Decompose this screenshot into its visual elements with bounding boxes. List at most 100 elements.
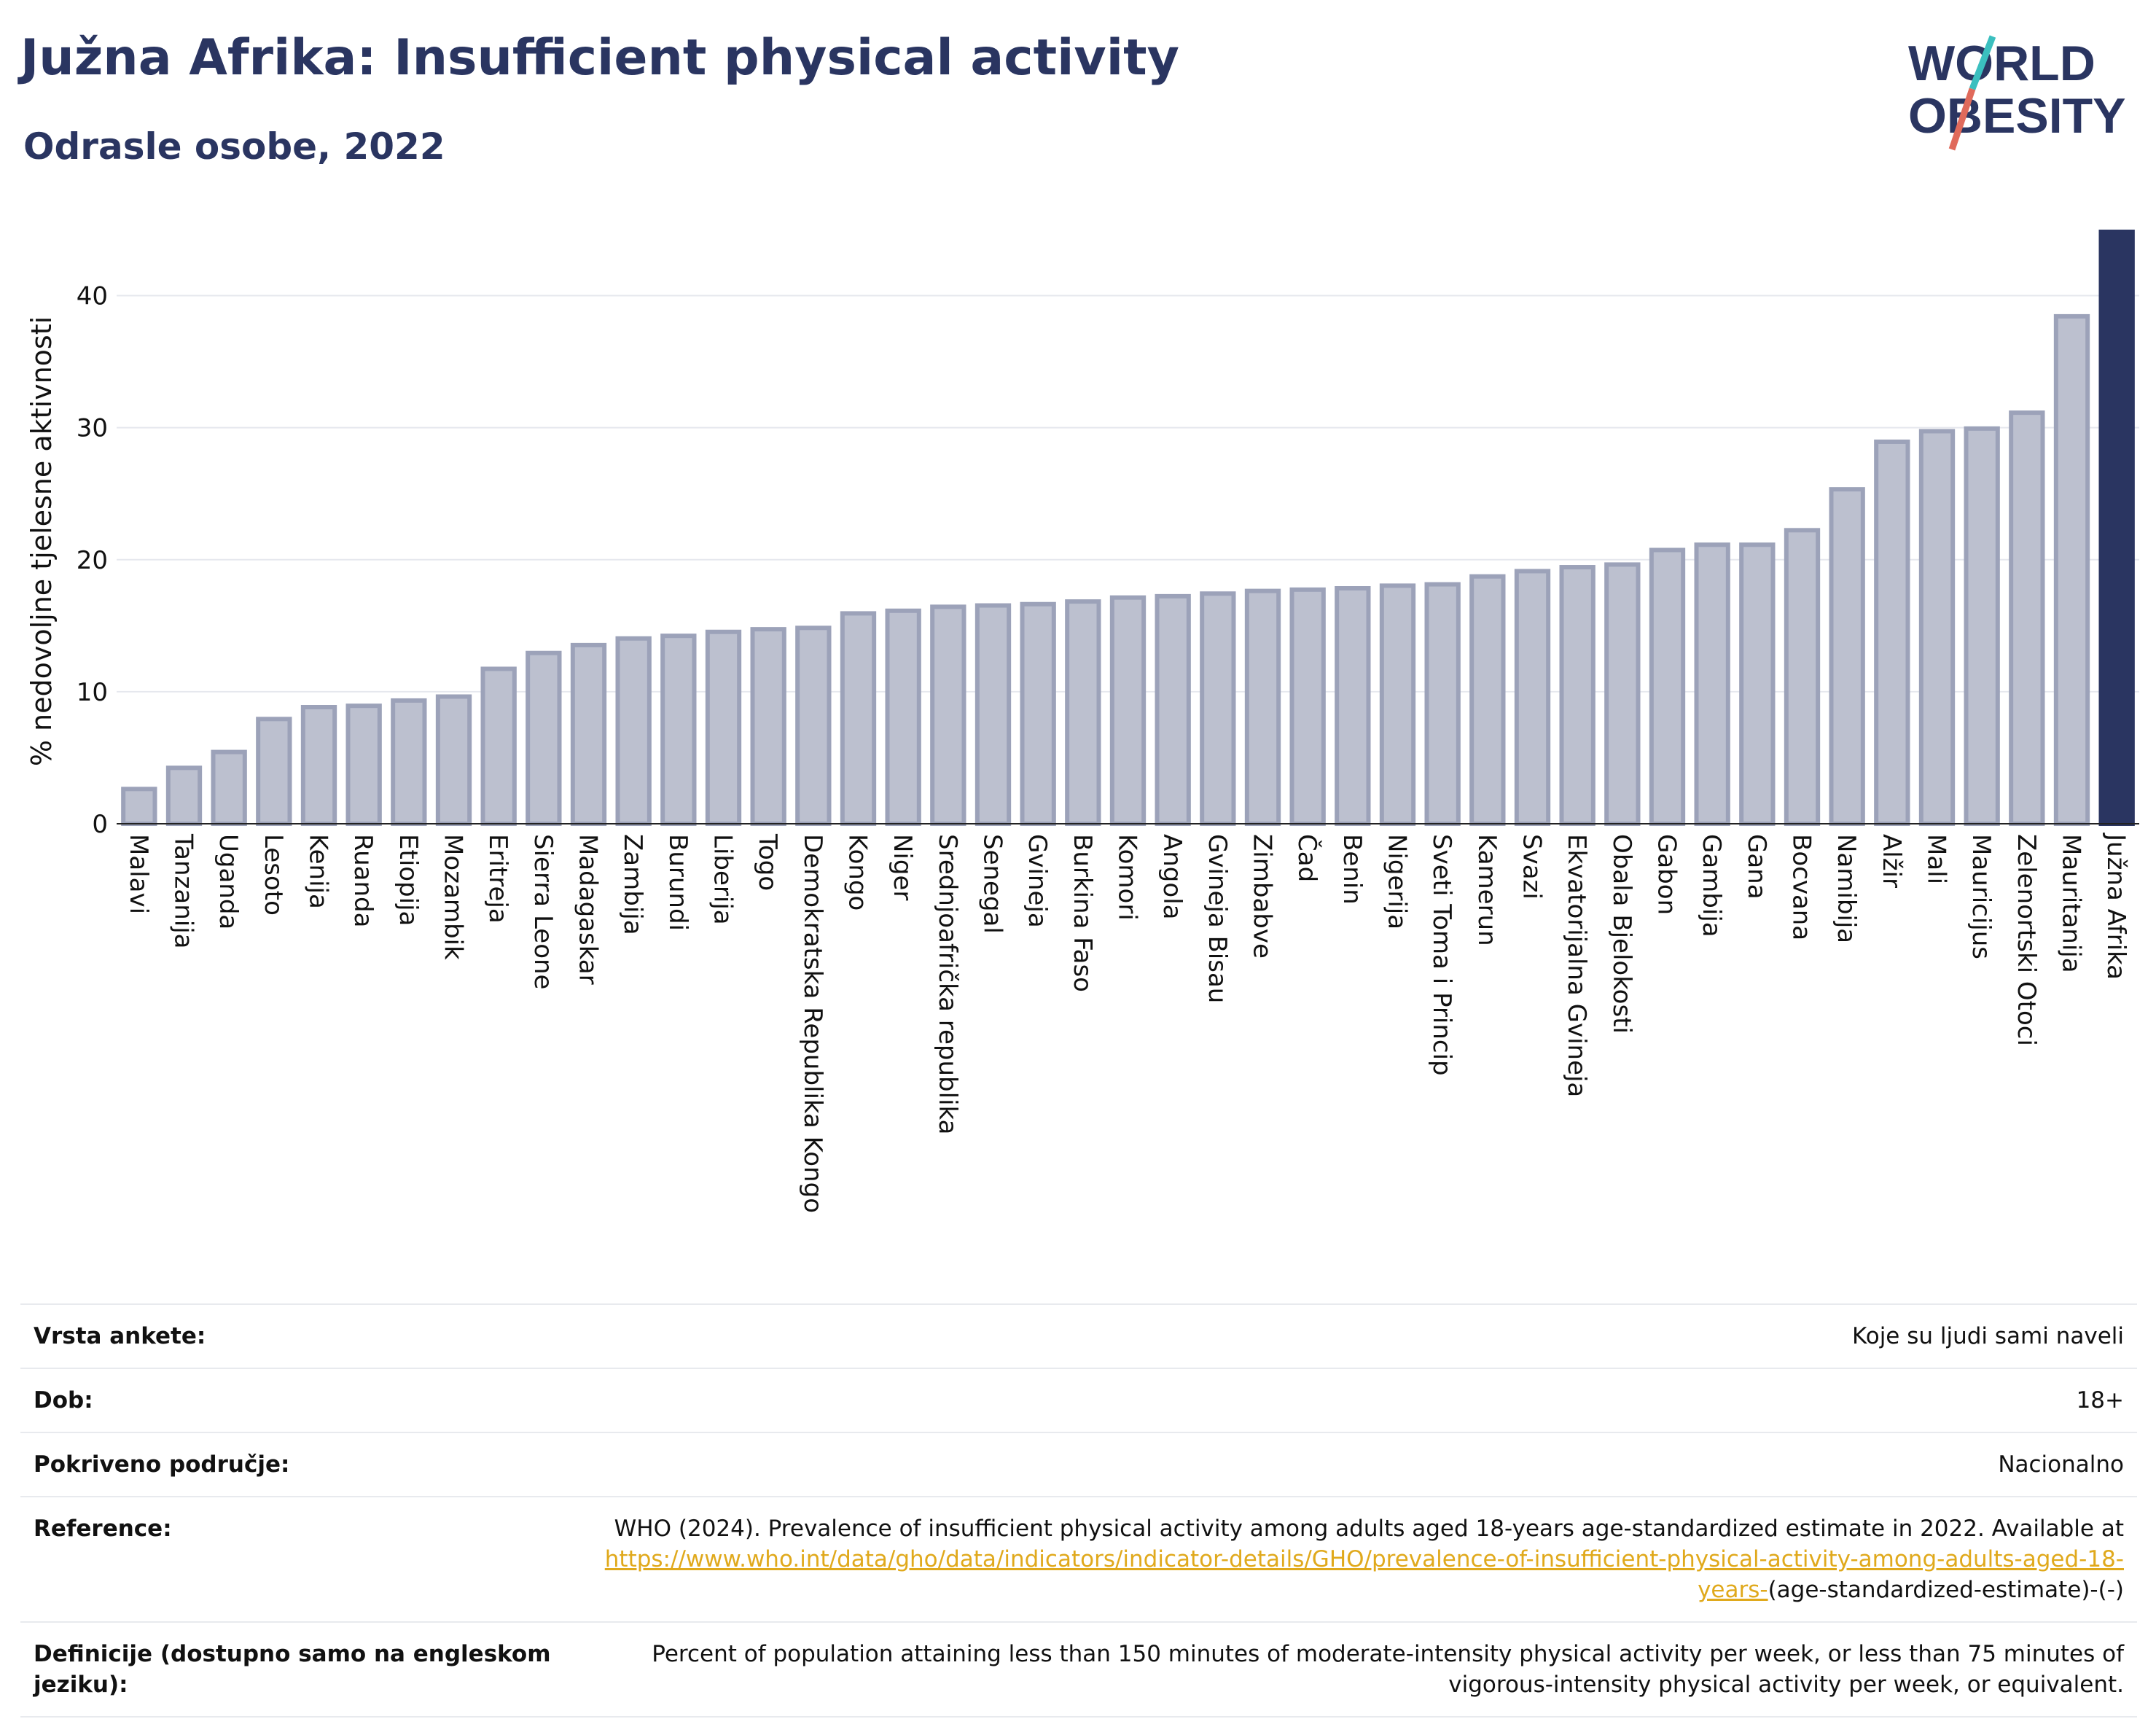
bar-zambija [615,636,652,826]
meta-row-survey: Vrsta ankete: Koje su ljudi sami naveli [20,1305,2137,1369]
bar-srednjoafri-ka-republika [930,604,966,826]
x-tick-label: Južna Afrika [2101,833,2130,980]
bar-namibija [1829,487,1865,826]
bar-zelenortski-otoci [2009,410,2045,827]
bar-benin [1335,586,1371,826]
y-axis-label: % nedovoljne tjelesne aktivnosti [26,316,58,766]
bar-liberija [705,629,742,826]
x-tick-label: Gabon [1652,834,1682,915]
x-tick-label: Alžir [1877,834,1906,888]
bar-komori [1109,595,1147,827]
x-tick-label: Kongo [843,834,872,911]
logo-slash-teal [1969,35,1996,90]
bar-kongo [840,611,877,827]
bar-gambija [1694,542,1730,826]
x-tick-label: Liberija [708,834,738,925]
bar-mauritanija [2053,313,2090,826]
x-tick-label: Sierra Leone [528,834,558,989]
bar-uganda [211,749,247,826]
x-tick-label: Zelenortski Otoci [2012,834,2041,1046]
bar-kamerun [1469,574,1506,826]
x-tick-label: Ruanda [348,834,378,927]
meta-label: Definicije (dostupno samo na engleskom j… [34,1641,551,1698]
x-tick-label: Obala Bjelokosti [1607,834,1636,1034]
x-tick-label: Čad [1292,834,1322,882]
x-tick-label: Mali [1922,834,1951,884]
bar-malavi [121,787,157,826]
bar-mali [1918,429,1956,826]
x-tick-label: Eritreja [483,834,512,924]
bar-svazi [1514,569,1551,826]
bar--ad [1289,587,1326,826]
bar-senegal [975,603,1012,826]
world-obesity-logo: WORLD OBESITY [1908,35,2126,151]
x-tick-label: Burundi [663,834,692,931]
x-tick-label: Gvineja [1023,834,1052,928]
bar-togo [750,627,786,827]
x-tick-label: Demokratska Republika Kongo [798,834,827,1213]
bar-burundi [660,633,697,826]
bar-mauricijus [1964,426,2000,827]
x-tick-label: Kamerun [1472,834,1501,946]
bar-sierra-leone [526,650,562,826]
x-tick-label: Nigerija [1383,834,1412,929]
meta-value: Koje su ljudi sami naveli [1851,1323,2124,1349]
bar-al-ir [1874,439,1910,826]
meta-value: WHO (2024). Prevalence of insufficient p… [558,1513,2124,1605]
bar-tanzanija [165,765,203,826]
x-tick-label: Gvineja Bisau [1203,834,1232,1003]
logo-slash-coral [1948,87,1976,151]
x-tick-label: Togo [753,833,782,891]
x-tick-label: Lesoto [259,834,288,916]
bar-angola [1155,593,1191,826]
x-tick-label: Niger [888,834,917,900]
x-tick-label: Sveti Toma i Princip [1427,834,1456,1076]
x-tick-label: Gana [1742,834,1771,900]
x-tick-label: Malavi [124,834,153,914]
metadata-table: Vrsta ankete: Koje su ljudi sami naveli … [20,1303,2137,1718]
bar-ju-na-afrika [2098,230,2135,826]
x-tick-label: Svazi [1518,834,1547,900]
bar-nigerija [1379,583,1416,827]
x-tick-label: Komori [1113,834,1142,921]
bar-gvineja-bisau [1200,591,1236,826]
bar-kenija [300,705,337,826]
reference-text: WHO (2024). Prevalence of insufficient p… [614,1516,2124,1542]
x-tick-label: Madagaskar [574,834,603,985]
x-tick-label: Ekvatorijalna Gvineja [1562,834,1591,1097]
meta-row-definition: Definicije (dostupno samo na engleskom j… [20,1623,2137,1718]
x-tick-label: Benin [1337,834,1367,905]
x-tick-label: Etiopija [394,834,423,926]
bar-sveti-toma-i-princip [1424,582,1461,826]
page-subtitle: Odrasle osobe, 2022 [23,125,445,168]
logo-line2: OBESITY [1908,88,2126,144]
bar-niger [885,608,921,826]
x-tick-label: Srednjoafrička republika [933,834,962,1134]
x-tick-label: Zimbabve [1248,834,1277,959]
meta-value: Nacionalno [1998,1451,2124,1478]
meta-label: Dob: [34,1387,93,1414]
x-tick-label: Mauricijus [1966,834,1996,959]
bar-ekvatorijalna-gvineja [1559,565,1595,826]
bar-obala-bjelokosti [1604,562,1641,826]
y-tick-label: 40 [77,282,108,311]
meta-value: Percent of population attaining less tha… [652,1641,2124,1698]
x-tick-label: Burkina Faso [1068,834,1097,992]
x-tick-label: Tanzanija [169,833,198,948]
x-tick-label: Senegal [978,834,1007,934]
x-tick-label: Namibija [1832,834,1861,943]
bar-gvineja [1020,601,1056,826]
meta-label: Reference: [34,1516,172,1542]
meta-row-reference: Reference: WHO (2024). Prevalence of ins… [20,1497,2137,1623]
reference-link[interactable]: https://www.who.int/data/gho/data/indica… [604,1546,2124,1603]
x-tick-label: Kenija [304,834,333,909]
meta-row-coverage: Pokriveno područje: Nacionalno [20,1433,2137,1497]
bar-burkina-faso [1065,599,1101,826]
x-tick-label: Mauritanija [2057,834,2086,973]
x-tick-label: Angola [1157,834,1187,919]
y-tick-label: 30 [77,414,108,443]
x-tick-label: Mozambik [439,834,468,960]
bar-lesoto [256,717,292,826]
bar-demokratska-republika-kongo [795,625,832,826]
bars [121,230,2135,827]
